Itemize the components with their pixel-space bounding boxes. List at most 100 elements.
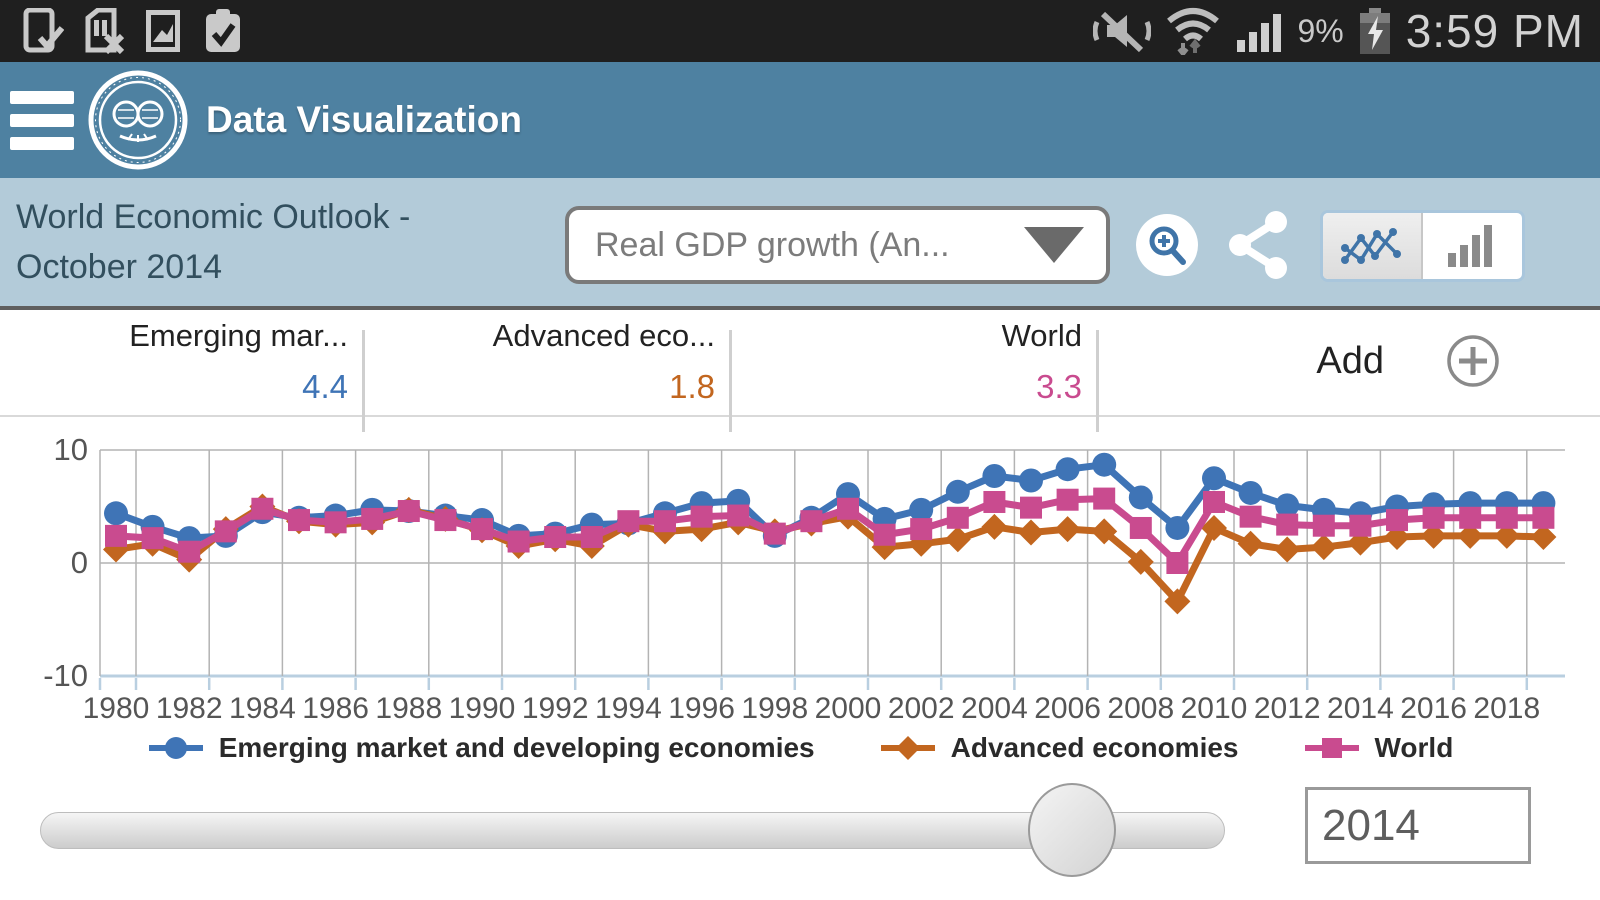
- stat-emerging-value: 4.4: [302, 368, 348, 405]
- data-point-diamond[interactable]: [1201, 514, 1227, 541]
- data-point-circle[interactable]: [945, 479, 970, 504]
- data-point-square[interactable]: [507, 530, 530, 553]
- data-point-square[interactable]: [1056, 488, 1079, 511]
- data-point-square[interactable]: [1386, 509, 1408, 532]
- data-point-diamond[interactable]: [1091, 518, 1118, 545]
- data-point-diamond[interactable]: [688, 516, 715, 543]
- data-point-diamond[interactable]: [871, 534, 898, 561]
- data-point-square[interactable]: [397, 500, 420, 523]
- data-point-square[interactable]: [1276, 513, 1299, 536]
- plus-circle-icon: [1447, 335, 1499, 387]
- data-point-diamond[interactable]: [1310, 534, 1337, 561]
- data-point-diamond[interactable]: [981, 513, 1008, 540]
- data-point-square[interactable]: [1239, 505, 1262, 528]
- data-point-circle[interactable]: [1019, 468, 1043, 493]
- data-point-square[interactable]: [288, 509, 310, 532]
- data-point-square[interactable]: [105, 524, 127, 547]
- data-point-diamond[interactable]: [908, 530, 935, 557]
- bar-chart-toggle-button[interactable]: [1423, 213, 1523, 279]
- data-point-square[interactable]: [1459, 506, 1482, 529]
- data-point-square[interactable]: [544, 526, 567, 549]
- legend-entry[interactable]: Advanced economies: [879, 732, 1239, 764]
- data-point-diamond[interactable]: [1274, 536, 1301, 563]
- share-icon[interactable]: [1226, 210, 1292, 280]
- data-point-square[interactable]: [361, 507, 384, 530]
- data-point-square[interactable]: [178, 540, 201, 563]
- indicator-dropdown[interactable]: Real GDP growth (An...: [565, 206, 1110, 284]
- data-point-square[interactable]: [763, 522, 786, 545]
- add-series-button[interactable]: Add: [1316, 334, 1500, 388]
- data-point-circle[interactable]: [1055, 457, 1080, 482]
- data-point-circle[interactable]: [1275, 493, 1300, 518]
- data-point-diamond[interactable]: [1054, 516, 1081, 543]
- data-point-diamond[interactable]: [1237, 530, 1264, 557]
- data-point-circle[interactable]: [1128, 485, 1153, 510]
- data-point-circle[interactable]: [982, 463, 1007, 488]
- stat-advanced[interactable]: Advanced eco... 1.8: [370, 318, 715, 406]
- stat-advanced-value: 1.8: [669, 368, 715, 405]
- data-point-square[interactable]: [324, 511, 347, 534]
- data-point-square[interactable]: [800, 510, 823, 533]
- data-point-square[interactable]: [1532, 506, 1555, 529]
- data-point-circle[interactable]: [1202, 466, 1226, 491]
- stat-emerging[interactable]: Emerging mar... 4.4: [3, 318, 348, 406]
- year-slider-track[interactable]: [40, 812, 1225, 849]
- data-point-circle[interactable]: [1165, 515, 1190, 540]
- chart-legend: Emerging market and developing economies…: [0, 722, 1600, 774]
- data-point-square[interactable]: [910, 518, 933, 541]
- data-point-square[interactable]: [617, 510, 640, 533]
- zoom-in-button[interactable]: [1136, 214, 1198, 276]
- year-input[interactable]: 2014: [1305, 787, 1531, 864]
- data-point-square[interactable]: [1495, 506, 1518, 529]
- chart-area: 10 0 -10 1980 1982 1984 1986 1988 1990 1992 1994 19…: [0, 417, 1600, 725]
- data-point-circle[interactable]: [1092, 452, 1117, 477]
- data-point-square[interactable]: [1129, 516, 1152, 539]
- dataset-title-line2: October 2014: [16, 248, 223, 286]
- x-tick-label: 2000: [815, 692, 882, 722]
- data-point-diamond[interactable]: [1018, 519, 1044, 546]
- data-point-diamond[interactable]: [1457, 522, 1484, 549]
- imf-logo-icon: [88, 70, 188, 170]
- data-point-square[interactable]: [654, 510, 676, 533]
- menu-icon[interactable]: [10, 90, 74, 150]
- line-chart-toggle-button[interactable]: [1323, 213, 1423, 279]
- data-point-circle[interactable]: [909, 497, 934, 522]
- data-point-diamond[interactable]: [1493, 522, 1520, 549]
- year-slider-handle[interactable]: [1028, 783, 1116, 877]
- data-point-square[interactable]: [1020, 496, 1042, 519]
- data-point-square[interactable]: [471, 518, 493, 541]
- data-point-diamond[interactable]: [1420, 522, 1447, 549]
- sim-removed-icon: [85, 8, 124, 54]
- stat-world[interactable]: World 3.3: [737, 318, 1082, 406]
- data-point-square[interactable]: [983, 490, 1006, 513]
- chart-type-toggle: [1320, 210, 1525, 282]
- data-point-square[interactable]: [873, 523, 896, 546]
- data-point-diamond[interactable]: [1530, 524, 1557, 551]
- data-point-square[interactable]: [1093, 487, 1116, 510]
- data-point-square[interactable]: [214, 520, 237, 543]
- magnifier-plus-icon: [1149, 226, 1186, 265]
- data-point-square[interactable]: [946, 506, 969, 529]
- data-point-square[interactable]: [690, 505, 713, 528]
- legend-entry[interactable]: World: [1303, 732, 1453, 764]
- data-point-square[interactable]: [1166, 552, 1189, 574]
- data-point-circle[interactable]: [1238, 480, 1263, 505]
- data-point-diamond[interactable]: [944, 526, 971, 553]
- data-point-square[interactable]: [1312, 514, 1335, 537]
- signal-strength-icon: [1237, 14, 1282, 52]
- data-point-circle[interactable]: [104, 501, 128, 526]
- data-point-diamond[interactable]: [1127, 548, 1154, 575]
- data-point-square[interactable]: [580, 526, 603, 549]
- legend-label: Emerging market and developing economies: [218, 732, 815, 763]
- data-point-square[interactable]: [1422, 506, 1445, 529]
- data-point-square[interactable]: [251, 497, 274, 520]
- data-point-square[interactable]: [141, 527, 164, 550]
- data-point-square[interactable]: [434, 509, 457, 532]
- legend-entry[interactable]: Emerging market and developing economies: [147, 732, 815, 764]
- data-point-square[interactable]: [1203, 490, 1225, 513]
- data-point-square[interactable]: [1349, 514, 1372, 537]
- data-point-square[interactable]: [837, 497, 859, 520]
- data-point-diamond[interactable]: [1164, 588, 1191, 615]
- data-point-square[interactable]: [727, 504, 750, 527]
